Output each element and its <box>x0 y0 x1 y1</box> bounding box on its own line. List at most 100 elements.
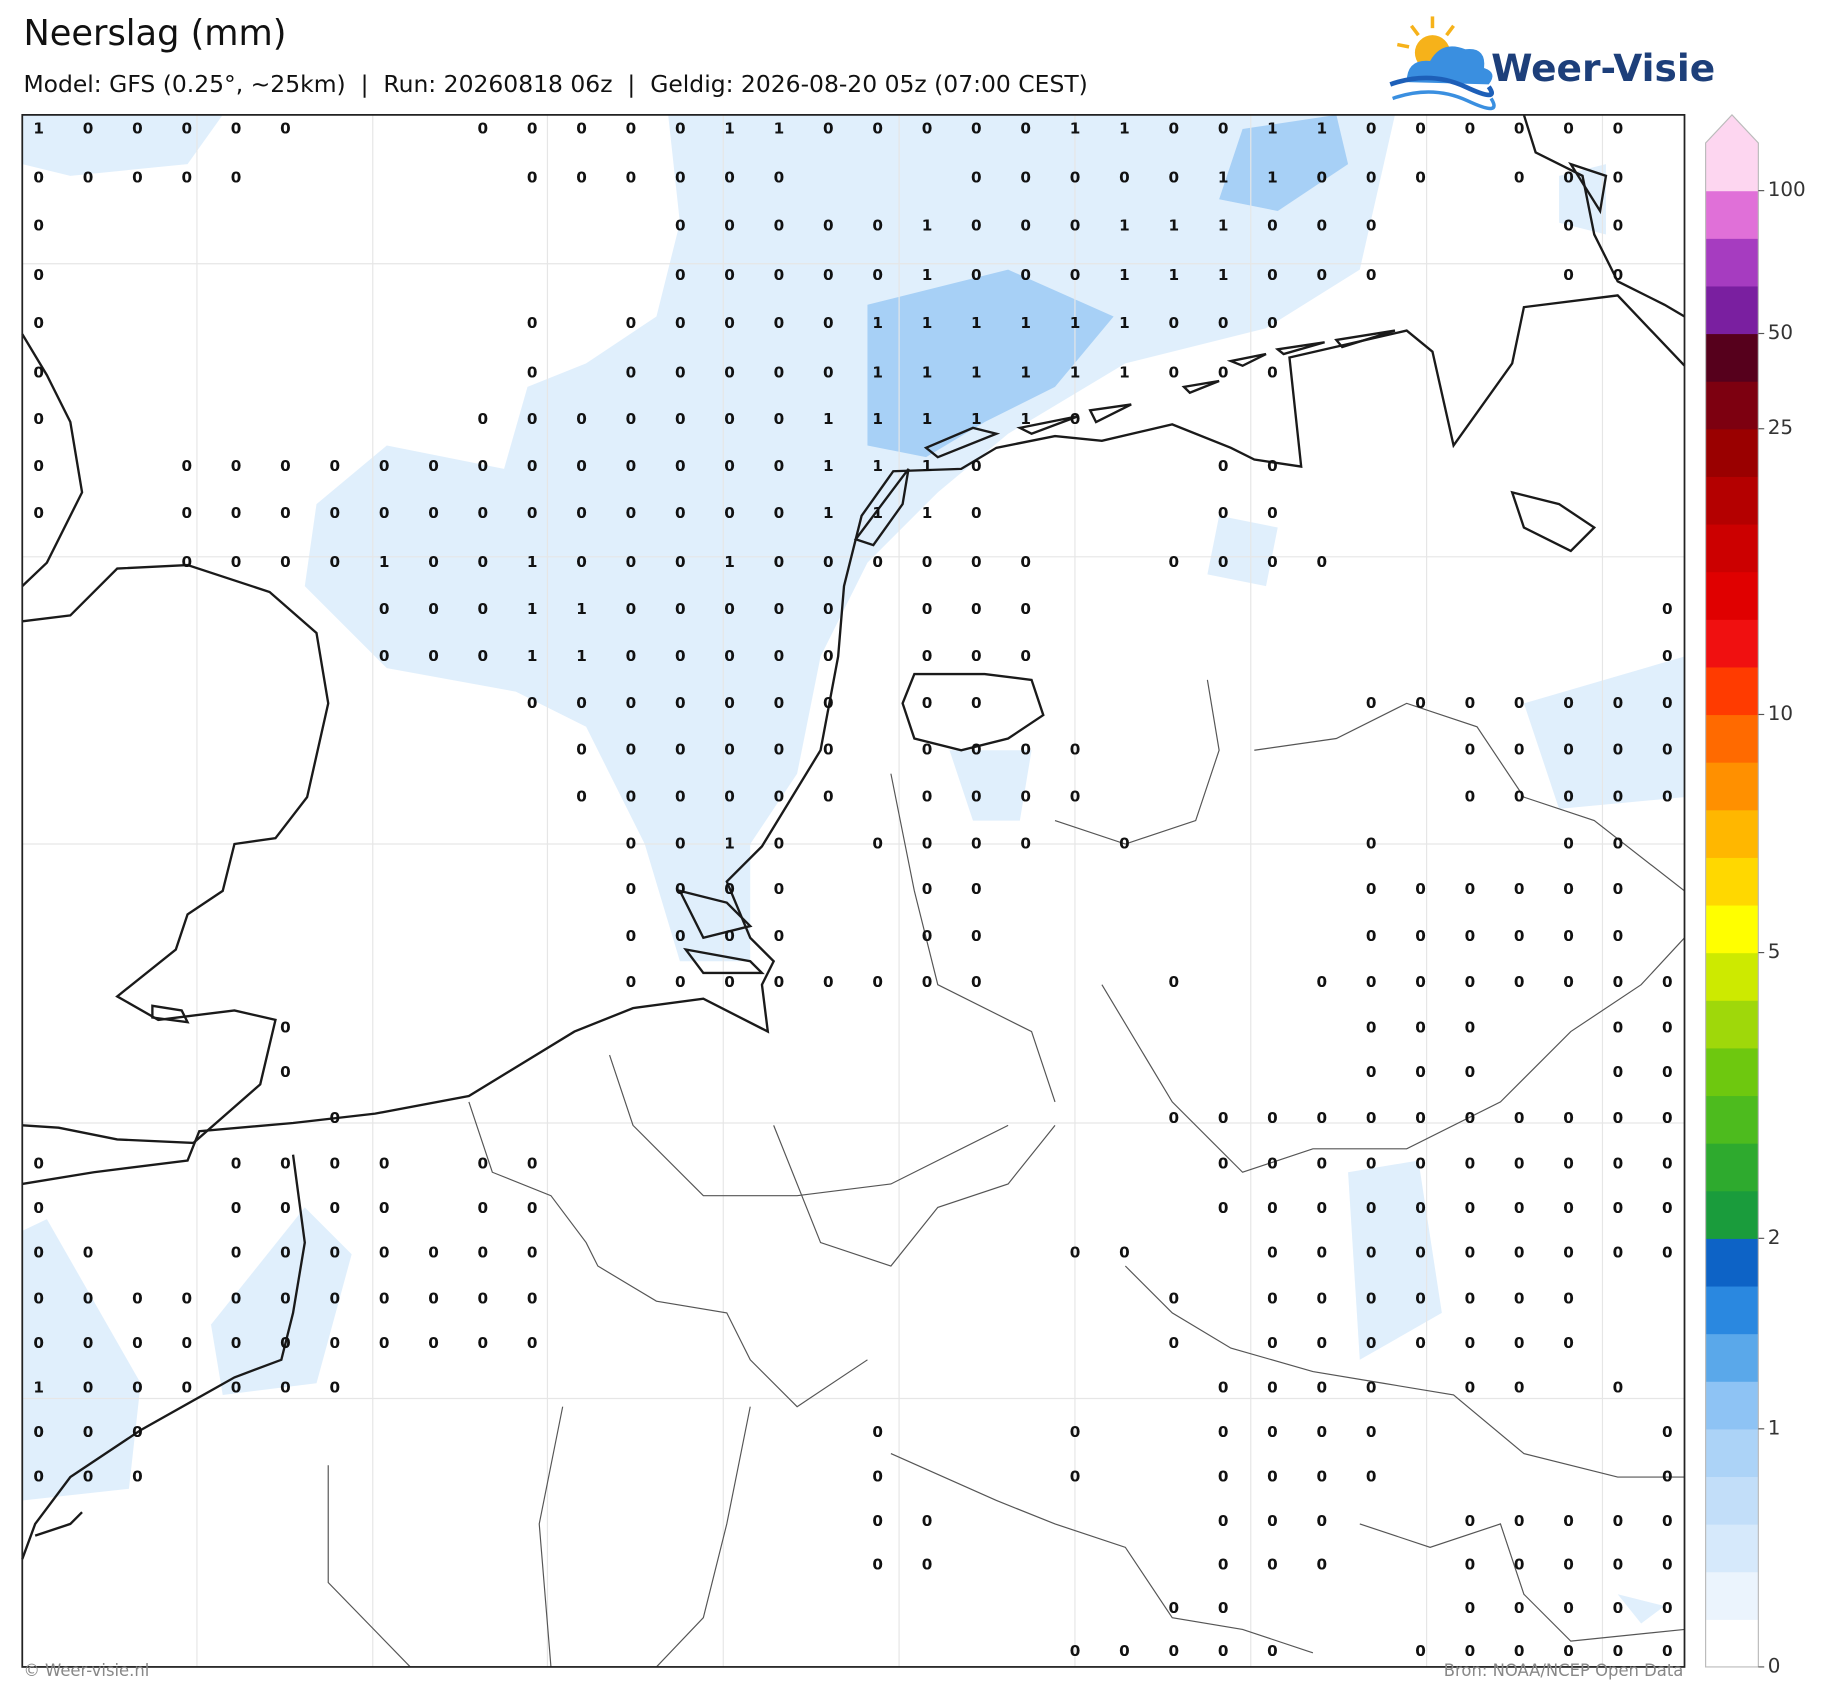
grid-value: 0 <box>724 600 735 618</box>
grid-value: 0 <box>1662 1468 1673 1486</box>
grid-value: 0 <box>1613 119 1624 137</box>
grid-value: 0 <box>1267 1512 1278 1530</box>
grid-value: 0 <box>33 217 44 235</box>
grid-value: 0 <box>1317 1378 1328 1396</box>
grid-value: 0 <box>231 1289 242 1307</box>
grid-value: 1 <box>1119 314 1130 332</box>
grid-value: 0 <box>626 169 637 187</box>
grid-value: 0 <box>1267 1155 1278 1173</box>
grid-value: 1 <box>1119 363 1130 381</box>
grid-value: 1 <box>1267 119 1278 137</box>
grid-value: 0 <box>626 741 637 759</box>
grid-value: 0 <box>33 314 44 332</box>
grid-lines <box>22 114 1685 1667</box>
grid-value: 0 <box>1020 119 1031 137</box>
grid-value: 0 <box>527 363 538 381</box>
grid-value: 0 <box>1563 266 1574 284</box>
grid-value: 0 <box>1465 1378 1476 1396</box>
colorbar-segment <box>1705 1381 1759 1430</box>
grid-value: 0 <box>478 410 489 428</box>
grid-value: 0 <box>1168 119 1179 137</box>
grid-value: 0 <box>280 1155 291 1173</box>
grid-value: 0 <box>280 1063 291 1081</box>
grid-value: 0 <box>379 1199 390 1217</box>
grid-value: 0 <box>823 217 834 235</box>
colorbar-segment <box>1705 1476 1759 1525</box>
grid-value: 0 <box>1563 169 1574 187</box>
grid-value: 0 <box>1563 217 1574 235</box>
grid-value: 0 <box>971 788 982 806</box>
grid-value: 0 <box>1563 741 1574 759</box>
colorbar-segment <box>1705 857 1759 906</box>
grid-value: 0 <box>1020 741 1031 759</box>
grid-value: 0 <box>1662 1642 1673 1660</box>
grid-value: 0 <box>527 1155 538 1173</box>
grid-value: 0 <box>1317 1199 1328 1217</box>
grid-value: 0 <box>1514 973 1525 991</box>
grid-value: 0 <box>1070 410 1081 428</box>
grid-value: 0 <box>724 217 735 235</box>
grid-value: 0 <box>626 973 637 991</box>
grid-value: 0 <box>1317 1423 1328 1441</box>
grid-value: 0 <box>724 169 735 187</box>
colorbar-segment <box>1705 1047 1759 1097</box>
grid-value: 0 <box>83 1468 94 1486</box>
grid-value: 0 <box>675 119 686 137</box>
logo: Weer-Visie <box>1389 16 1715 111</box>
grid-value: 0 <box>1218 1155 1229 1173</box>
grid-value: 0 <box>527 1199 538 1217</box>
grid-value: 0 <box>329 1244 340 1262</box>
grid-value: 0 <box>675 504 686 522</box>
grid-value: 0 <box>329 1334 340 1352</box>
grid-value: 0 <box>724 973 735 991</box>
grid-value: 0 <box>1218 457 1229 475</box>
grid-value: 0 <box>1267 1555 1278 1573</box>
grid-value: 0 <box>478 1199 489 1217</box>
grid-value: 0 <box>181 504 192 522</box>
grid-value: 0 <box>1613 835 1624 853</box>
colorbar-segment <box>1705 1571 1759 1620</box>
colorbar-tick-label: 25 <box>1768 416 1793 439</box>
grid-value: 0 <box>1662 1063 1673 1081</box>
grid-value: 0 <box>1415 119 1426 137</box>
grid-value: 0 <box>922 553 933 571</box>
grid-value: 0 <box>1465 1199 1476 1217</box>
grid-value: 0 <box>33 266 44 284</box>
grid-value: 0 <box>379 1155 390 1173</box>
grid-value: 1 <box>1218 169 1229 187</box>
grid-value: 0 <box>1366 1423 1377 1441</box>
grid-value: 0 <box>774 410 785 428</box>
grid-value: 0 <box>1218 1512 1229 1530</box>
grid-value: 0 <box>774 647 785 665</box>
grid-value: 0 <box>1218 1109 1229 1127</box>
grid-value: 0 <box>1563 835 1574 853</box>
grid-value: 1 <box>971 363 982 381</box>
grid-value: 1 <box>724 553 735 571</box>
grid-value: 0 <box>971 504 982 522</box>
grid-value: 0 <box>971 973 982 991</box>
colorbar-arrow <box>1705 114 1759 144</box>
grid-value: 0 <box>1514 1199 1525 1217</box>
grid-value: 0 <box>1613 741 1624 759</box>
grid-value: 0 <box>1366 1063 1377 1081</box>
grid-value: 0 <box>231 1378 242 1396</box>
grid-value: 0 <box>280 1019 291 1037</box>
grid-value: 0 <box>1317 1155 1328 1173</box>
colorbar-segment <box>1705 1238 1759 1287</box>
grid-value: 0 <box>527 169 538 187</box>
grid-value: 0 <box>872 217 883 235</box>
grid-value: 0 <box>922 1512 933 1530</box>
grid-value: 0 <box>872 553 883 571</box>
grid-value: 0 <box>1317 1334 1328 1352</box>
grid-value: 0 <box>774 553 785 571</box>
grid-value: 0 <box>33 1155 44 1173</box>
grid-value: 0 <box>1020 169 1031 187</box>
grid-value: 0 <box>724 694 735 712</box>
grid-value: 1 <box>1218 266 1229 284</box>
map-frame <box>21 114 1686 1668</box>
grid-value: 0 <box>1317 1555 1328 1573</box>
grid-value: 0 <box>527 410 538 428</box>
grid-value: 0 <box>329 1155 340 1173</box>
grid-value: 0 <box>576 457 587 475</box>
grid-value: 0 <box>1317 266 1328 284</box>
